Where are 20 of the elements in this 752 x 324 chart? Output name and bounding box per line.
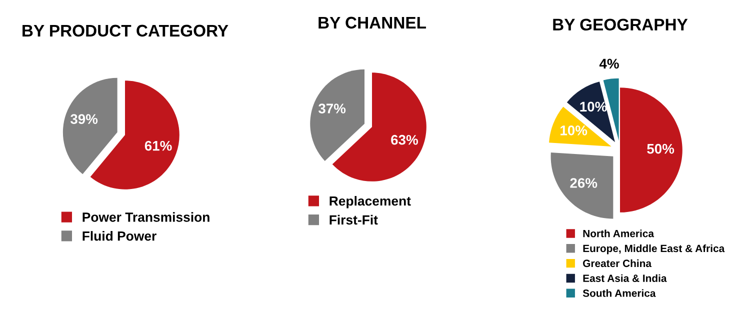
data-label: 61% [144, 140, 172, 151]
legend-label: Fluid Power [82, 231, 156, 241]
data-label: 10% [560, 126, 588, 136]
chart-title: BY GEOGRAPHY [553, 18, 688, 30]
chart-title: BY PRODUCT CATEGORY [22, 24, 228, 37]
legend-label: Greater China [583, 259, 652, 268]
legend-label: Europe, Middle East & Africa [583, 244, 725, 254]
chart-title: BY CHANNEL [318, 16, 426, 29]
legend-label: North America [583, 230, 654, 238]
legend-label: East Asia & India [583, 274, 667, 282]
data-label: 39% [70, 114, 98, 124]
legend-label: South America [582, 289, 656, 297]
legend-label: First-Fit [330, 214, 378, 225]
data-label: 50% [647, 144, 674, 154]
data-label: 37% [318, 104, 346, 114]
data-label: 4% [599, 58, 619, 69]
data-label: 26% [570, 178, 598, 188]
legend-label: Replacement [330, 196, 411, 208]
legend-label: Power Transmission [82, 212, 210, 222]
data-label: 63% [391, 134, 418, 145]
